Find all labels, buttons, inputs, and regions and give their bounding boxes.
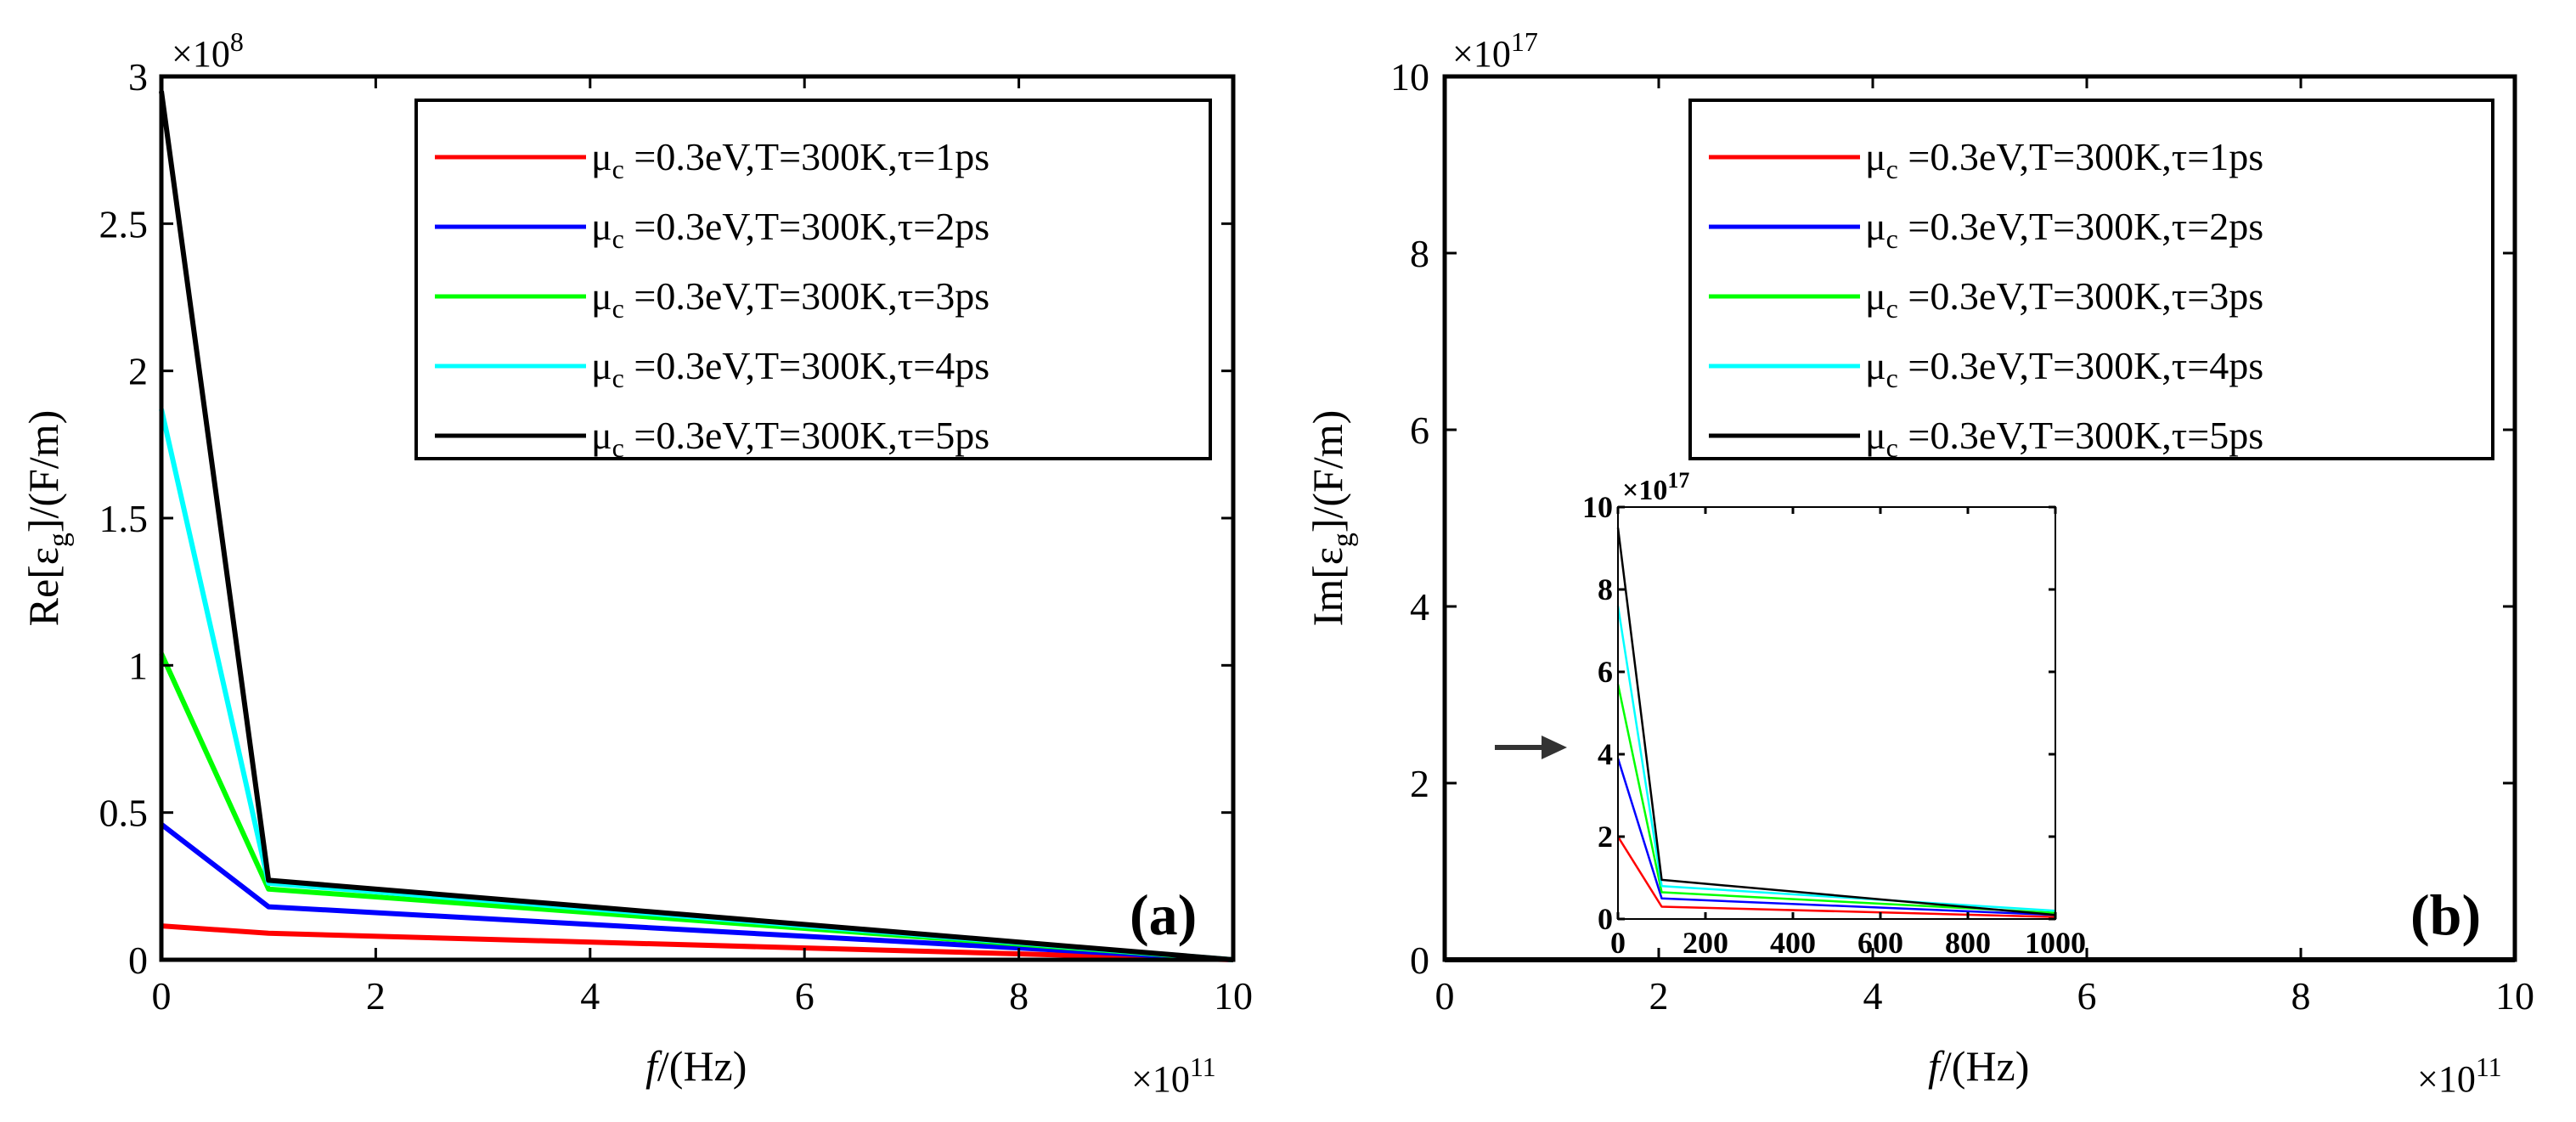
y-tick-label: 4	[1598, 737, 1613, 771]
inset-background	[1618, 507, 2055, 919]
legend-entry-1: μc =0.3eV,T=300K,τ=1ps	[435, 135, 989, 184]
y-tick-label: 2	[128, 350, 148, 393]
panel-b-inset: 0 200 400 600 800 1000 0 2 4 6 8 10 ×1017	[1582, 468, 2086, 960]
legend-entry-2: μc =0.3eV,T=300K,τ=2ps	[435, 205, 989, 254]
x-tick-label: 400	[1770, 926, 1816, 960]
y-tick-label: 6	[1410, 409, 1429, 452]
panel-b-y-multiplier: ×1017	[1452, 26, 1538, 75]
legend-label: μc =0.3eV,T=300K,τ=2ps	[1865, 205, 2263, 254]
legend-entry-5: μc =0.3eV,T=300K,τ=5ps	[1709, 414, 2263, 463]
legend-label: μc =0.3eV,T=300K,τ=4ps	[591, 344, 989, 393]
y-tick-label: 2.5	[99, 202, 149, 245]
legend-label: μc =0.3eV,T=300K,τ=3ps	[1865, 274, 2263, 324]
panel-a-x-label: f/(Hz)	[645, 1042, 747, 1090]
y-tick-label: 4	[1410, 585, 1429, 629]
y-tick-label: 3	[128, 55, 148, 99]
x-tick-label: 6	[2077, 974, 2097, 1018]
panel-a-y-tick-labels: 0 0.5 1 1.5 2 2.5 3	[99, 55, 149, 982]
legend-entry-2: μc =0.3eV,T=300K,τ=2ps	[1709, 205, 2263, 254]
inset-y-tick-labels: 0 2 4 6 8 10	[1582, 490, 1613, 936]
x-tick-label: 10	[1214, 974, 1253, 1018]
panel-b-ticks	[1443, 75, 2517, 961]
legend-label: μc =0.3eV,T=300K,τ=2ps	[591, 205, 989, 254]
series-line-2	[160, 822, 1234, 962]
panel-a: 0 2 4 6 8 10 00.511.522.53 ×108 ×1011 f/(Hz) …	[20, 26, 1253, 1100]
y-tick-label: 8	[1598, 572, 1613, 606]
y-tick-label: 2	[1410, 762, 1429, 805]
panel-b-x-label: f/(Hz)	[1928, 1042, 2029, 1090]
x-tick-label: 8	[2291, 974, 2311, 1018]
x-tick-label: 8	[1009, 974, 1029, 1018]
x-tick-label: 4	[580, 974, 600, 1018]
series-line-4	[159, 409, 1234, 962]
panel-a-legend-box	[414, 99, 1212, 460]
y-tick-label: 10	[1390, 55, 1429, 99]
panel-a-y-label: Re[εg]/(F/m)	[20, 410, 75, 627]
y-tick-label: 0.5	[99, 792, 149, 835]
legend-entry-3: μc =0.3eV,T=300K,τ=3ps	[435, 274, 989, 324]
inset-ticks	[1616, 505, 2057, 921]
y-tick-label: 0	[1410, 939, 1429, 982]
inset-axes-box	[1617, 506, 2056, 920]
legend-entry-3: μc =0.3eV,T=300K,τ=3ps	[1709, 274, 2263, 324]
legend-entry-4: μc =0.3eV,T=300K,τ=4ps	[435, 344, 989, 393]
x-tick-label: 800	[1945, 926, 1991, 960]
legend-label: μc =0.3eV,T=300K,τ=5ps	[1865, 414, 2263, 463]
series-line-5	[159, 90, 1234, 962]
panel-b-y-tick-labels: 0 2 4 6 8 10	[1390, 55, 1429, 982]
panel-a-x-multiplier: ×1011	[1131, 1052, 1216, 1100]
panel-b-x-multiplier: ×1011	[2417, 1052, 2502, 1100]
inset-y-multiplier: ×1017	[1622, 468, 1689, 506]
inset-pointer-arrow-icon	[1495, 736, 1567, 759]
legend-label: μc =0.3eV,T=300K,τ=3ps	[591, 274, 989, 324]
panel-b-axes-box	[1442, 74, 2517, 962]
series-line-5	[1616, 527, 2056, 916]
y-tick-label: 1.5	[99, 497, 149, 540]
series-line-1	[1616, 836, 2056, 918]
panel-b-x-tick-labels: 0 2 4 6 8 10	[1435, 974, 2535, 1018]
panel-a-y-multiplier: ×108	[172, 26, 244, 75]
y-tick-label: 0	[1598, 902, 1613, 936]
x-tick-label: 200	[1683, 926, 1728, 960]
inset-series-lines	[1616, 527, 2056, 918]
x-tick-label: 2	[366, 974, 386, 1018]
legend-entry-4: μc =0.3eV,T=300K,τ=4ps	[1709, 344, 2263, 393]
x-tick-label: 600	[1857, 926, 1903, 960]
x-tick-label: 1000	[2025, 926, 2086, 960]
x-tick-label: 0	[1610, 926, 1626, 960]
series-line-3	[1616, 684, 2056, 914]
legend-label: μc =0.3eV,T=300K,τ=1ps	[591, 135, 989, 184]
x-tick-label: 2	[1649, 974, 1669, 1018]
y-tick-label: 8	[1410, 232, 1429, 275]
x-tick-label: 10	[2495, 974, 2534, 1018]
x-tick-label: 4	[1863, 974, 1883, 1018]
legend-label: μc =0.3eV,T=300K,τ=4ps	[1865, 344, 2263, 393]
x-tick-label: 6	[795, 974, 815, 1018]
y-tick-label: 2	[1598, 820, 1613, 854]
y-tick-label: 0	[128, 939, 148, 982]
panel-b-legend: μc =0.3eV,T=300K,τ=1ps μc =0.3eV,T=300K,τ…	[1688, 99, 2494, 463]
x-tick-label: 0	[152, 974, 172, 1018]
panel-a-ticks	[160, 75, 1235, 961]
y-tick-label: 10	[1582, 490, 1613, 524]
legend-label: μc =0.3eV,T=300K,τ=5ps	[591, 414, 989, 463]
y-tick-label: 1	[128, 644, 148, 687]
panel-b-legend-box	[1688, 99, 2494, 460]
panel-a-x-tick-labels: 0 2 4 6 8 10	[152, 974, 1254, 1018]
legend-label: μc =0.3eV,T=300K,τ=1ps	[1865, 135, 2263, 184]
panel-b-y-label: Im[εg]/(F/m)	[1304, 410, 1359, 627]
panel-a-series-lines	[159, 90, 1234, 962]
panel-b-label: (b)	[2410, 882, 2481, 947]
panel-a-label: (a)	[1130, 882, 1197, 947]
legend-entry-1: μc =0.3eV,T=300K,τ=1ps	[1709, 135, 2263, 184]
series-line-1	[161, 923, 1234, 962]
y-tick-label: 6	[1598, 655, 1613, 689]
legend-entry-5: μc =0.3eV,T=300K,τ=5ps	[435, 414, 989, 463]
inset-x-tick-labels: 0 200 400 600 800 1000	[1610, 926, 2086, 960]
panel-a-legend: μc =0.3eV,T=300K,τ=1ps μc =0.3eV,T=300K,τ…	[414, 99, 1212, 463]
x-tick-label: 0	[1435, 974, 1455, 1018]
series-line-2	[1616, 758, 2056, 916]
